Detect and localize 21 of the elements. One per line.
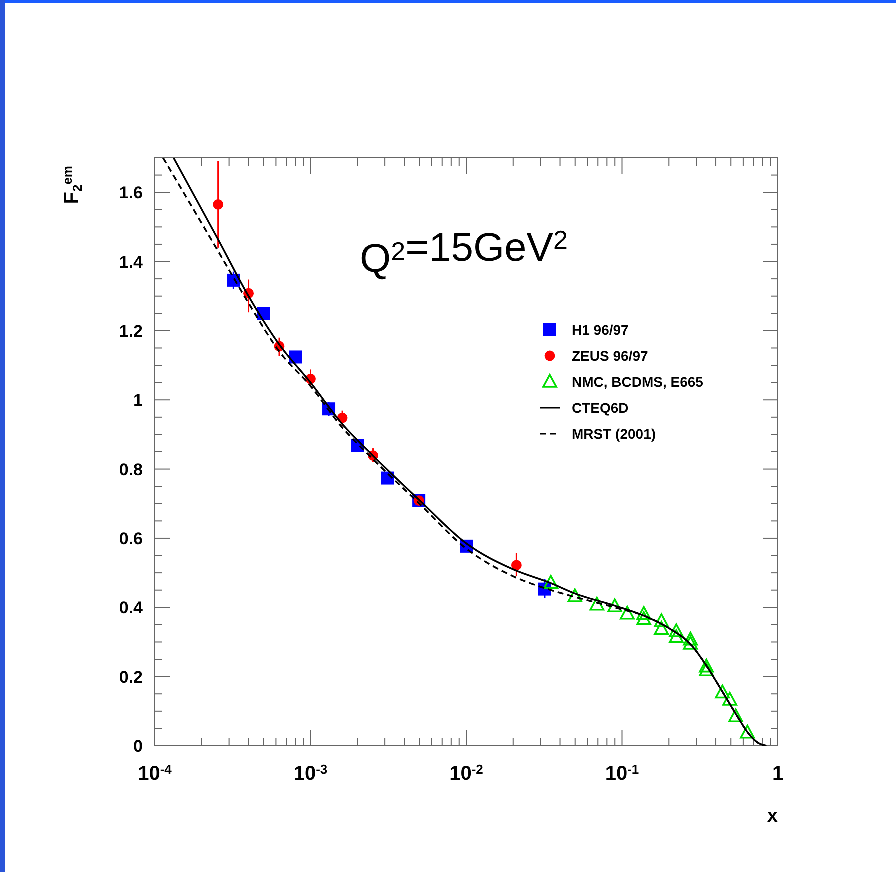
legend-label: H1 96/97 — [572, 322, 630, 338]
annotation: Q$^{2}$=15GeV$^{2}$ — [360, 225, 568, 281]
legend-label: ZEUS 96/97 — [572, 348, 648, 364]
y-tick-label: 1.2 — [119, 322, 143, 341]
y-tick-label: 0.4 — [119, 598, 144, 618]
y-tick-label: 0 — [134, 737, 143, 756]
y-tick-label: 1.4 — [119, 252, 144, 272]
x-axis-title: x — [767, 806, 778, 827]
y-tick-label: 0.2 — [119, 668, 143, 687]
y-tick-label: 0.8 — [119, 460, 143, 480]
legend-label: MRST (2001) — [572, 426, 656, 442]
y-tick-label: 1.6 — [119, 184, 143, 203]
y-tick-label: 0.6 — [119, 529, 143, 548]
legend-label: CTEQ6D — [572, 400, 629, 416]
x-tick-label: 10$^{-3}$ — [294, 762, 328, 785]
y-tick-label: 1 — [134, 391, 143, 410]
x-tick-label: 1 — [772, 763, 784, 785]
x-tick-label: 10$^{-1}$ — [605, 762, 640, 785]
x-tick-label: 10$^{-4}$ — [138, 762, 173, 785]
x-tick-label: 10$^{-2}$ — [450, 762, 484, 785]
legend-label: NMC, BCDMS, E665 — [572, 374, 704, 390]
